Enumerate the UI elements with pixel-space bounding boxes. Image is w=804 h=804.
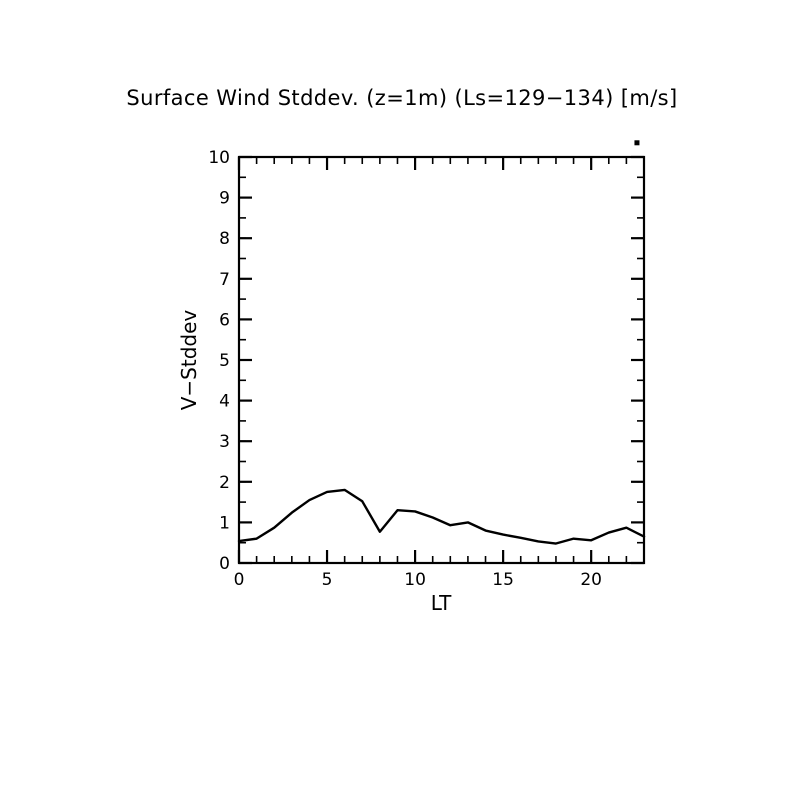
data-series-line <box>237 488 646 545</box>
y-tick-label: 4 <box>219 392 230 412</box>
y-axis-title: V−Stddev <box>177 310 201 411</box>
y-tick-label: 2 <box>219 473 230 493</box>
y-tick-label: 8 <box>219 229 230 249</box>
x-tick-label: 5 <box>322 570 333 590</box>
y-axis-major-ticks <box>239 155 644 565</box>
y-tick-label: 6 <box>219 310 230 330</box>
x-axis-tick-labels: 0 5 10 15 20 <box>234 570 602 590</box>
y-tick-label: 7 <box>219 270 230 290</box>
x-axis-major-ticks <box>237 157 593 563</box>
y-tick-label: 3 <box>219 432 230 452</box>
x-axis-title: LT <box>431 591 452 615</box>
x-tick-label: 10 <box>404 570 426 590</box>
stray-dot <box>634 140 640 146</box>
x-axis-minor-ticks <box>238 157 645 563</box>
x-tick-label: 0 <box>234 570 245 590</box>
x-tick-label: 15 <box>492 570 514 590</box>
y-axis-tick-labels: 0 1 2 3 4 5 6 7 8 9 10 <box>208 148 230 574</box>
plot-frame <box>237 155 646 565</box>
y-axis-minor-ticks <box>239 156 644 564</box>
annotations <box>634 140 640 146</box>
y-tick-label: 0 <box>219 554 230 574</box>
y-tick-label: 10 <box>208 148 230 168</box>
y-tick-label: 1 <box>219 513 230 533</box>
y-tick-label: 9 <box>219 189 230 209</box>
chart-title: Surface Wind Stddev. (z=1m) (Ls=129−134)… <box>126 86 678 110</box>
x-tick-label: 20 <box>580 570 602 590</box>
y-tick-label: 5 <box>219 351 230 371</box>
axes-frame <box>237 155 646 565</box>
